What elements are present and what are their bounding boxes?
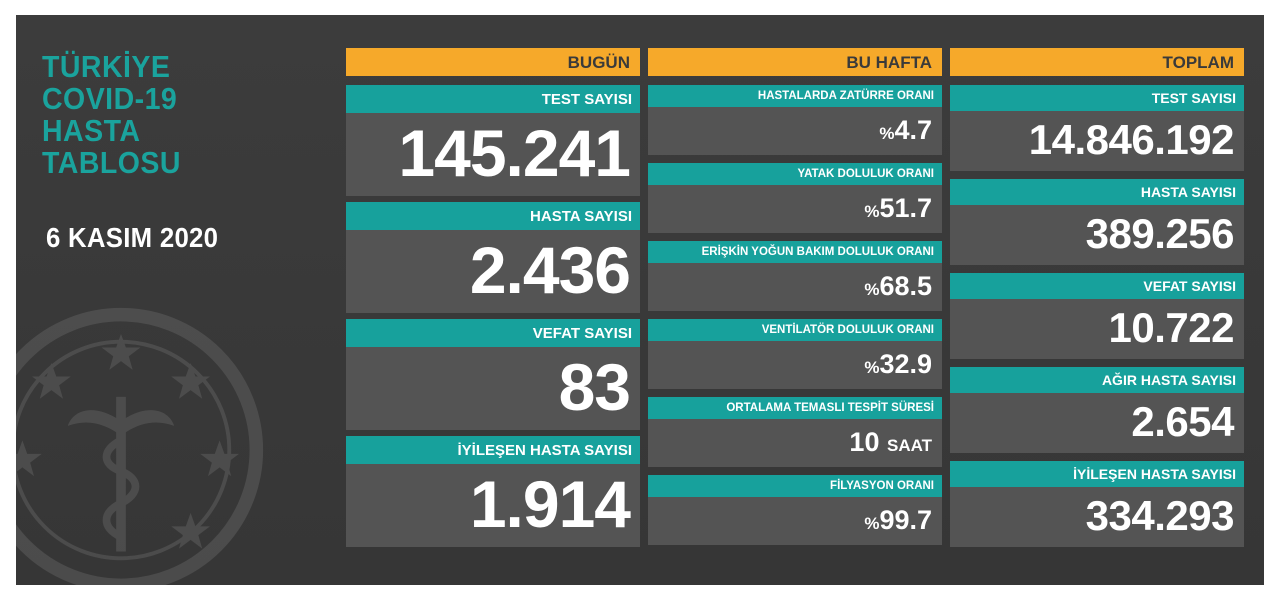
value-number: 51.7: [879, 193, 932, 223]
total-death-card: VEFAT SAYISI 10.722: [950, 273, 1244, 359]
week-contact-time-card: ORTALAMA TEMASLI TESPİT SÜRESİ 10 SAAT: [648, 397, 942, 467]
card-label: TEST SAYISI: [346, 85, 640, 113]
card-value: 145.241: [398, 116, 631, 190]
ministry-of-health-emblem-icon: [16, 307, 264, 585]
card-label: YATAK DOLULUK ORANI: [648, 163, 942, 185]
today-death-card: VEFAT SAYISI 83: [346, 319, 640, 430]
card-value: 10.722: [1108, 304, 1235, 351]
card-label: VEFAT SAYISI: [950, 273, 1244, 299]
today-column: BUGÜN TEST SAYISI 145.241 HASTA SAYISI 2…: [346, 48, 640, 547]
total-severe-card: AĞIR HASTA SAYISI 2.654: [950, 367, 1244, 453]
card-label: İYİLEŞEN HASTA SAYISI: [950, 461, 1244, 487]
value-prefix: %: [864, 280, 880, 299]
week-filiation-card: FİLYASYON ORANI %99.7: [648, 475, 942, 545]
card-label: TEST SAYISI: [950, 85, 1244, 111]
card-label: ERİŞKİN YOĞUN BAKIM DOLULUK ORANI: [648, 241, 942, 263]
value-prefix: %: [864, 514, 880, 533]
card-value: 14.846.192: [1028, 116, 1235, 163]
week-pneumonia-card: HASTALARDA ZATÜRRE ORANI %4.7: [648, 85, 942, 155]
card-label: VEFAT SAYISI: [346, 319, 640, 347]
value-number: 10: [849, 427, 880, 457]
card-value: %4.7: [648, 107, 942, 157]
total-column: TOPLAM TEST SAYISI 14.846.192 HASTA SAYI…: [950, 48, 1244, 547]
card-label: HASTA SAYISI: [950, 179, 1244, 205]
title-line: TÜRKİYE: [42, 49, 171, 84]
card-label: HASTA SAYISI: [346, 202, 640, 230]
value-prefix: %: [864, 202, 880, 221]
value-unit: SAAT: [886, 436, 932, 455]
card-label: AĞIR HASTA SAYISI: [950, 367, 1244, 393]
week-bed-card: YATAK DOLULUK ORANI %51.7: [648, 163, 942, 233]
card-value: 334.293: [1085, 492, 1235, 539]
card-label: VENTİLATÖR DOLULUK ORANI: [648, 319, 942, 341]
card-value: 1.914: [469, 467, 631, 541]
today-case-card: HASTA SAYISI 2.436: [346, 202, 640, 313]
card-label: İYİLEŞEN HASTA SAYISI: [346, 436, 640, 464]
card-value: 2.654: [1131, 398, 1234, 445]
card-value: 2.436: [469, 233, 631, 307]
total-recovered-card: İYİLEŞEN HASTA SAYISI 334.293: [950, 461, 1244, 547]
card-value: 389.256: [1085, 210, 1235, 257]
title-line: HASTA: [42, 113, 141, 148]
dashboard-panel: TÜRKİYE COVID-19 HASTA TABLOSU 6 KASIM 2…: [16, 15, 1264, 585]
card-value: %68.5: [648, 263, 942, 313]
today-test-card: TEST SAYISI 145.241: [346, 85, 640, 196]
value-number: 4.7: [894, 115, 932, 145]
card-label: ORTALAMA TEMASLI TESPİT SÜRESİ: [648, 397, 942, 419]
today-header: BUGÜN: [346, 48, 640, 76]
value-number: 68.5: [879, 271, 932, 301]
card-label: HASTALARDA ZATÜRRE ORANI: [648, 85, 942, 107]
today-recovered-card: İYİLEŞEN HASTA SAYISI 1.914: [346, 436, 640, 547]
value-prefix: %: [864, 358, 880, 377]
value-prefix: %: [879, 124, 895, 143]
week-column: BU HAFTA HASTALARDA ZATÜRRE ORANI %4.7 Y…: [648, 48, 942, 545]
title-line: COVID-19: [42, 81, 178, 116]
page-title: TÜRKİYE COVID-19 HASTA TABLOSU: [42, 51, 181, 179]
card-value: 10 SAAT: [648, 419, 942, 469]
value-number: 99.7: [879, 505, 932, 535]
week-header: BU HAFTA: [648, 48, 942, 76]
total-case-card: HASTA SAYISI 389.256: [950, 179, 1244, 265]
week-ventilator-card: VENTİLATÖR DOLULUK ORANI %32.9: [648, 319, 942, 389]
total-test-card: TEST SAYISI 14.846.192: [950, 85, 1244, 171]
report-date: 6 KASIM 2020: [46, 222, 219, 253]
card-value: %32.9: [648, 341, 942, 391]
card-value: %51.7: [648, 185, 942, 235]
value-number: 32.9: [879, 349, 932, 379]
card-value: 83: [558, 350, 631, 424]
title-line: TABLOSU: [42, 145, 181, 180]
card-value: %99.7: [648, 497, 942, 547]
total-header: TOPLAM: [950, 48, 1244, 76]
card-label: FİLYASYON ORANI: [648, 475, 942, 497]
week-icu-card: ERİŞKİN YOĞUN BAKIM DOLULUK ORANI %68.5: [648, 241, 942, 311]
